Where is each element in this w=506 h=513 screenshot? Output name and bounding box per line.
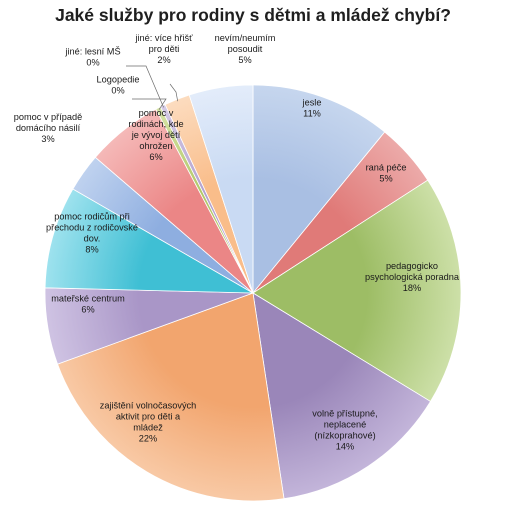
slice-label-line: nevím/neumím <box>215 33 276 43</box>
pie-slice <box>252 179 462 403</box>
slice-label-line: pomoc v <box>139 108 174 118</box>
slice-label-line: rodinách, kde <box>128 119 183 129</box>
slice-percent-label: 6% <box>149 152 162 162</box>
leader-line <box>126 65 164 108</box>
slice-percent-label: 6% <box>81 305 94 315</box>
slice-label-line: ohrožen <box>139 141 172 151</box>
slice-label-line: domácího násilí <box>16 123 81 133</box>
slice-percent-label: 8% <box>85 245 98 255</box>
slice-label-line: Logopedie <box>97 75 140 85</box>
pie-slice <box>44 188 254 294</box>
slice-label-line: jesle <box>302 98 322 108</box>
slice-label: pomoc v případě domácího násilí 3% <box>14 112 82 144</box>
slice-label: nevím/neumím posoudit 5% <box>215 33 276 65</box>
slice-percent-label: 5% <box>238 55 251 65</box>
slice-label-line: aktivit pro děti a <box>116 412 181 422</box>
slice-percent-label: 18% <box>403 283 421 293</box>
slice-label-line: pomoc rodičům při <box>54 212 130 222</box>
slice-label: raná péče 5% <box>366 163 407 184</box>
slice-label: pomoc rodičům při přechodu z rodičovské do… <box>46 212 138 255</box>
slice-percent-label: 0% <box>86 58 99 68</box>
slice-label-line: volně přístupné, <box>312 409 377 419</box>
pie-slice <box>188 84 254 294</box>
slice-label-line: přechodu z rodičovské <box>46 223 138 233</box>
slice-label-line: dov. <box>84 234 101 244</box>
slice-label-line: posoudit <box>228 44 263 54</box>
slice-percent-label: 5% <box>379 174 392 184</box>
leader-line <box>132 98 167 110</box>
slice-label: volně přístupné, neplacené (nízkoprahové) 1… <box>312 409 377 452</box>
slice-label: jiné: lesní MŠ 0% <box>64 47 120 68</box>
leader-line <box>169 83 179 102</box>
slice-label-line: zajištění volnočasových <box>100 401 197 411</box>
slice-label-line: jiné: lesní MŠ <box>64 47 120 57</box>
slice-label-line: (nízkoprahové) <box>314 431 375 441</box>
pie-slice <box>252 292 432 500</box>
slice-label-line: neplacené <box>324 420 366 430</box>
slice-label: Logopedie 0% <box>97 75 140 96</box>
slice-label-line: pedagogicko <box>386 261 438 271</box>
slice-label-line: jiné: více hřišť <box>134 33 193 43</box>
slice-percent-label: 3% <box>41 134 54 144</box>
slice-label-line: raná péče <box>366 163 407 173</box>
slice-label-line: mládež <box>133 423 163 433</box>
chart-title: Jaké služby pro rodiny s dětmi a mládež … <box>55 5 451 25</box>
slice-label-line: psychologická poradna <box>365 272 460 282</box>
slice-label: pedagogicko psychologická poradna 18% <box>365 261 460 293</box>
slice-percent-label: 11% <box>303 109 321 119</box>
slice-label: jesle 11% <box>302 98 322 119</box>
slice-label-line: pomoc v případě <box>14 112 82 122</box>
slice-label: zajištění volnočasových aktivit pro děti … <box>100 401 197 444</box>
slice-percent-label: 14% <box>336 442 354 452</box>
slice-percent-label: 0% <box>111 86 124 96</box>
pie-slice <box>57 292 285 502</box>
slice-percent-label: 2% <box>157 55 170 65</box>
slice-label: jiné: více hřišť pro děti 2% <box>134 33 193 65</box>
slice-label-line: pro děti <box>149 44 180 54</box>
pie-slice <box>252 84 386 295</box>
slice-label-line: je vývoj dětí <box>131 130 181 140</box>
slice-label: mateřské centrum 6% <box>51 294 125 315</box>
slice-percent-label: 22% <box>139 434 157 444</box>
slice-label-line: mateřské centrum <box>51 294 125 304</box>
slice-label: pomoc v rodinách, kde je vývoj dětí ohrožen… <box>128 108 183 162</box>
